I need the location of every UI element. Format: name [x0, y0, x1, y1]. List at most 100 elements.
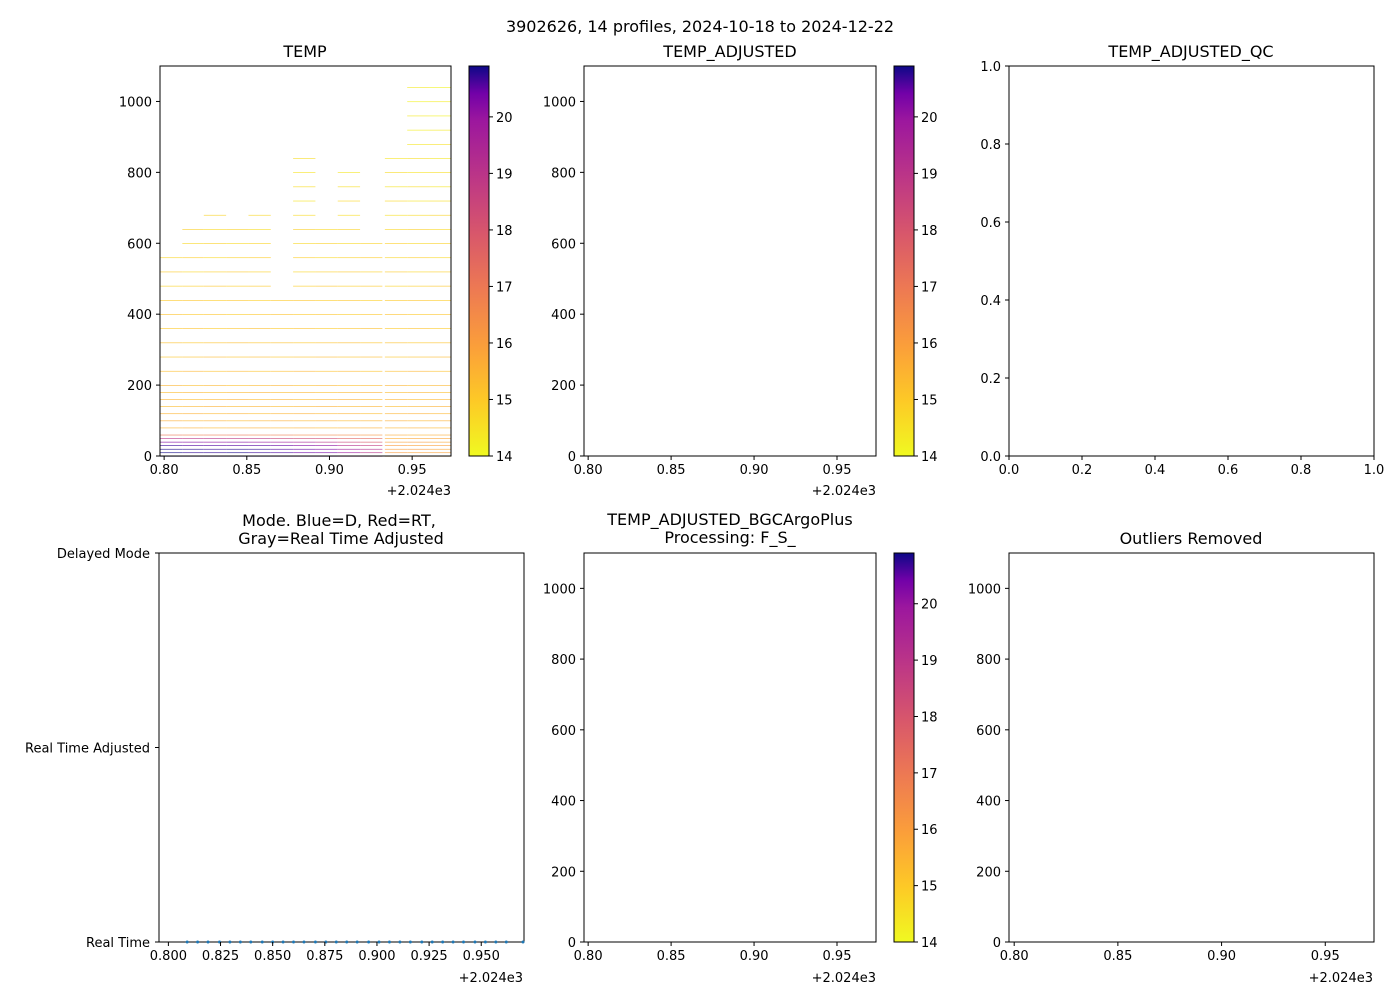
temp-heatmap-cell	[360, 445, 383, 446]
temp-heatmap-cell	[160, 300, 183, 301]
temp-heatmap-cell	[270, 420, 294, 422]
temp-x-tick-label: 0.90	[315, 463, 344, 478]
temp-heatmap-cell	[182, 452, 204, 454]
temp-heatmap-cell	[315, 413, 338, 415]
temp-heatmap-cell	[407, 87, 430, 88]
mode-point	[494, 940, 498, 944]
temp-adjusted-colorbar-tick-label: 18	[921, 224, 938, 239]
temp-heatmap-cell	[337, 434, 361, 436]
mode-point	[441, 940, 445, 944]
temp-heatmap-cell	[315, 314, 338, 315]
temp-heatmap-cell	[226, 438, 249, 439]
temp-heatmap-cell	[337, 445, 361, 446]
temp-heatmap-cell	[160, 342, 183, 344]
temp-heatmap-cell	[248, 438, 271, 439]
temp-heatmap-cell	[248, 370, 271, 372]
temp-heatmap-cell	[270, 445, 294, 446]
temp-heatmap-cell	[160, 285, 183, 287]
temp-heatmap-cell	[293, 392, 316, 393]
temp-heatmap-cell	[226, 257, 249, 259]
temp-heatmap-cell	[315, 406, 338, 407]
temp-heatmap-cell	[384, 427, 408, 429]
temp-heatmap-cell	[160, 257, 183, 259]
temp-heatmap-cell	[160, 406, 183, 407]
temp-heatmap-cell	[203, 214, 227, 216]
temp-heatmap-cell	[384, 438, 408, 439]
temp-heatmap-cell	[360, 243, 383, 244]
temp-x-offset: +2.024e3	[387, 484, 451, 499]
temp-heatmap-cell	[407, 441, 430, 443]
outliers-y-tick-label: 1000	[968, 582, 1001, 597]
temp-heatmap-cell	[293, 427, 316, 429]
temp-heatmap-cell	[315, 342, 338, 344]
temp-heatmap-cell	[160, 452, 183, 454]
temp-heatmap-cell	[226, 427, 249, 429]
outliers-x-tick-label: 0.90	[1207, 949, 1236, 964]
temp-heatmap-cell	[337, 392, 361, 393]
mode-points	[185, 940, 525, 944]
temp-heatmap-cell	[429, 300, 451, 301]
temp-heatmap-cell	[226, 434, 249, 436]
temp-heatmap-cell	[248, 342, 271, 344]
temp-colorbar-tick-label: 19	[496, 167, 513, 182]
temp-plot-frame	[159, 65, 452, 457]
temp-heatmap-cell	[270, 427, 294, 429]
temp-adjusted-qc-x-tick-label: 0.8	[1291, 463, 1312, 478]
temp-heatmap-cell	[337, 406, 361, 407]
outliers-x-tick-label: 0.85	[1103, 949, 1132, 964]
temp-heatmap-cell	[315, 271, 338, 273]
temp-heatmap-cell	[407, 356, 430, 358]
outliers-y-ticks: 0 200 400 600 800 1000	[968, 582, 1009, 951]
temp-adjusted-bgc-x-tick-label: 0.85	[657, 949, 686, 964]
temp-heatmap-cell	[248, 427, 271, 429]
temp-heatmap-cell	[203, 438, 227, 439]
temp-colorbar-tick-label: 15	[496, 393, 513, 408]
temp-heatmap-cell	[429, 285, 451, 287]
temp-heatmap-cell	[248, 441, 271, 443]
temp-heatmap-cell	[248, 406, 271, 407]
temp-adjusted-x-tick-label: 0.80	[574, 463, 603, 478]
mode-point	[451, 940, 455, 944]
temp-heatmap-cell	[160, 385, 183, 386]
temp-heatmap-cell	[293, 300, 316, 301]
mode-y-tick-label: Real Time	[86, 936, 150, 951]
temp-heatmap-cell	[407, 271, 430, 273]
temp-adjusted-colorbar-ticks: 14 15 16 17 18 19 20	[914, 111, 938, 465]
temp-adjusted-qc-y-tick-label: 1.0	[980, 60, 1001, 75]
mode-x-offset: +2.024e3	[459, 971, 523, 986]
temp-y-tick-label: 600	[127, 237, 152, 252]
temp-heatmap-cell	[315, 399, 338, 400]
temp-heatmap-cell	[429, 186, 451, 188]
temp-adjusted-bgc-colorbar-tick-label: 15	[921, 880, 938, 895]
temp-heatmap-cell	[203, 257, 227, 259]
temp-heatmap-cell	[293, 200, 316, 202]
temp-heatmap-cell	[203, 413, 227, 415]
temp-heatmap-cell	[160, 271, 183, 273]
temp-heatmap-cell	[270, 300, 294, 301]
temp-heatmap-cell	[248, 434, 271, 436]
mode-point	[313, 940, 317, 944]
panel-temp-adjusted-qc-title: TEMP_ADJUSTED_QC	[1107, 42, 1273, 62]
temp-heatmap-cell	[226, 342, 249, 344]
temp-heatmap-cell	[226, 243, 249, 244]
mode-point	[334, 940, 338, 944]
temp-heatmap-cell	[337, 200, 361, 202]
temp-heatmap-cell	[160, 445, 183, 446]
temp-heatmap-cell	[429, 342, 451, 344]
mode-plot-frame	[158, 552, 525, 943]
temp-heatmap-cell	[248, 420, 271, 422]
temp-heatmap-cell	[384, 356, 408, 358]
temp-heatmap-cell	[293, 342, 316, 344]
panel-temp-title: TEMP	[282, 42, 327, 61]
temp-heatmap-cell	[226, 392, 249, 393]
temp-heatmap-cell	[429, 392, 451, 393]
temp-heatmap-cell	[407, 101, 430, 103]
temp-heatmap-cell	[315, 285, 338, 287]
temp-heatmap-cell	[384, 257, 408, 259]
temp-heatmap-cell	[407, 427, 430, 429]
temp-heatmap-cell	[226, 385, 249, 386]
temp-adjusted-bgc-y-tick-label: 0	[568, 936, 576, 951]
temp-heatmap-cell	[226, 448, 249, 450]
temp-heatmap-cell	[384, 214, 408, 216]
mode-x-tick-label: 0.950	[463, 949, 500, 964]
